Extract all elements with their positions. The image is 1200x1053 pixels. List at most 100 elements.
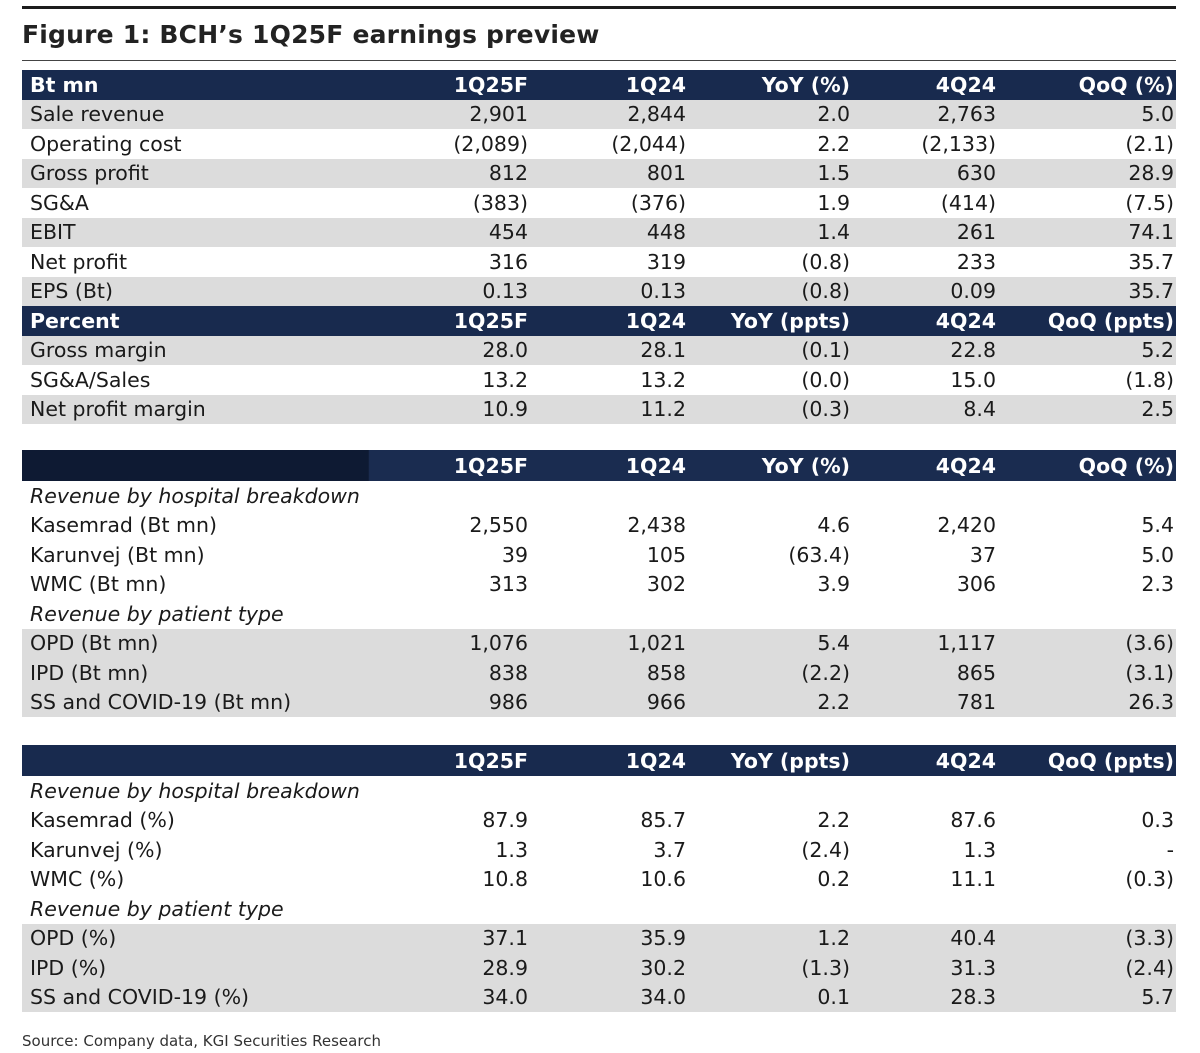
cell: 2,901 (469, 102, 528, 127)
cell: (2.4) (801, 837, 850, 862)
cell: 0.2 (817, 867, 850, 892)
cell: 2,550 (469, 513, 528, 538)
row-label: SS and COVID-19 (Bt mn) (30, 690, 292, 715)
table-row: Net profit margin 10.9 11.2 (0.3) 8.4 2.… (22, 394, 1176, 424)
cell: 15.0 (950, 367, 996, 392)
cell: 0.13 (640, 279, 686, 304)
cell: 1.5 (817, 161, 850, 186)
cell: 2,438 (627, 513, 686, 538)
cell: 812 (488, 161, 528, 186)
cell: 5.7 (1141, 985, 1174, 1010)
cell: 448 (646, 220, 686, 245)
source-note: Source: Company data, KGI Securities Res… (22, 1032, 381, 1050)
cell: 28.9 (482, 955, 528, 980)
cell: 1,117 (937, 631, 996, 656)
title-rule (22, 60, 1176, 61)
cell: 1.2 (817, 926, 850, 951)
cell: 966 (646, 690, 686, 715)
table-row: Gross margin 28.0 28.1 (0.1) 22.8 5.2 (22, 335, 1176, 365)
cell: 5.4 (1141, 513, 1174, 538)
header-cell: 4Q24 (935, 453, 996, 478)
cell: (63.4) (788, 542, 850, 567)
table-row: SS and COVID-19 (Bt mn) 986 966 2.2 781 … (22, 687, 1176, 717)
row-label: Kasemrad (Bt mn) (30, 513, 218, 538)
cell: 801 (646, 161, 686, 186)
row-label: Kasemrad (%) (30, 808, 175, 833)
table-row: IPD (%) 28.9 30.2 (1.3) 31.3 (2.4) (22, 953, 1176, 983)
table-row: OPD (%) 37.1 35.9 1.2 40.4 (3.3) (22, 923, 1176, 953)
table-row: Kasemrad (%) 87.9 85.7 2.2 87.6 0.3 (22, 806, 1176, 836)
cell: (2.1) (1125, 131, 1174, 156)
header-cell: 1Q24 (625, 308, 686, 333)
header-cell: 1Q25F (453, 72, 528, 97)
table-row: Sale revenue 2,901 2,844 2.0 2,763 5.0 (22, 99, 1176, 129)
cell: 11.1 (950, 867, 996, 892)
cell: 3.7 (653, 837, 686, 862)
row-label: SG&A/Sales (30, 367, 151, 392)
cell: (3.3) (1125, 926, 1174, 951)
cell: 5.4 (817, 631, 850, 656)
table-header: Percent 1Q25F 1Q24 YoY (ppts) 4Q24 QoQ (… (22, 306, 1176, 336)
section-subheading: Revenue by hospital breakdown (22, 481, 1176, 511)
cell: 34.0 (482, 985, 528, 1010)
cell: 1,076 (469, 631, 528, 656)
cell: (0.8) (801, 279, 850, 304)
cell: 28.0 (482, 338, 528, 363)
cell: 11.2 (640, 397, 686, 422)
cell: 5.0 (1141, 102, 1174, 127)
cell: 28.1 (640, 338, 686, 363)
cell: 781 (956, 690, 996, 715)
cell: 31.3 (950, 955, 996, 980)
cell: (2,089) (453, 131, 528, 156)
cell: 858 (646, 660, 686, 685)
table-header: 1Q25F 1Q24 YoY (ppts) 4Q24 QoQ (ppts) (22, 745, 1176, 776)
cell: (383) (472, 190, 528, 215)
row-label: Operating cost (30, 131, 182, 156)
cell: 2.5 (1141, 397, 1174, 422)
cell: (0.8) (801, 249, 850, 274)
table-header: 1Q25F 1Q24 YoY (%) 4Q24 QoQ (%) (22, 450, 1176, 481)
cell: 10.6 (640, 867, 686, 892)
cell: 28.9 (1128, 161, 1174, 186)
cell: 306 (956, 572, 996, 597)
row-label: Karunvej (%) (30, 837, 163, 862)
row-label: EPS (Bt) (30, 279, 113, 304)
cell: 2,420 (937, 513, 996, 538)
table-row: SS and COVID-19 (%) 34.0 34.0 0.1 28.3 5… (22, 982, 1176, 1012)
row-label: OPD (Bt mn) (30, 631, 159, 656)
header-cell: YoY (%) (761, 72, 850, 97)
cell: 40.4 (950, 926, 996, 951)
cell: (0.3) (1125, 867, 1174, 892)
top-rule (22, 6, 1176, 9)
cell: 302 (646, 572, 686, 597)
header-cell: 1Q24 (625, 453, 686, 478)
cell: 0.1 (817, 985, 850, 1010)
row-label: Gross margin (30, 338, 167, 363)
table-row: WMC (Bt mn) 313 302 3.9 306 2.3 (22, 570, 1176, 600)
cell: 316 (488, 249, 528, 274)
cell: 87.6 (950, 808, 996, 833)
cell: 865 (956, 660, 996, 685)
cell: 22.8 (950, 338, 996, 363)
cell: (2,044) (611, 131, 686, 156)
revenue-share-table: 1Q25F 1Q24 YoY (ppts) 4Q24 QoQ (ppts) Re… (22, 745, 1176, 1012)
table-row: Kasemrad (Bt mn) 2,550 2,438 4.6 2,420 5… (22, 511, 1176, 541)
table-row: EBIT 454 448 1.4 261 74.1 (22, 217, 1176, 247)
row-label: IPD (Bt mn) (30, 660, 149, 685)
row-label: WMC (Bt mn) (30, 572, 167, 597)
cell: 0.09 (950, 279, 996, 304)
cell: 5.0 (1141, 542, 1174, 567)
header-cell: QoQ (%) (1078, 453, 1174, 478)
header-cell: 1Q25F (453, 308, 528, 333)
cell: 35.7 (1128, 249, 1174, 274)
table-row: Karunvej (%) 1.3 3.7 (2.4) 1.3 - (22, 835, 1176, 865)
cell: 630 (956, 161, 996, 186)
row-label: IPD (%) (30, 955, 107, 980)
table-row: SG&A (383) (376) 1.9 (414) (7.5) (22, 188, 1176, 218)
cell: (2,133) (921, 131, 996, 156)
row-label: Net profit margin (30, 397, 206, 422)
section-subheading: Revenue by hospital breakdown (22, 776, 1176, 806)
cell: 30.2 (640, 955, 686, 980)
cell: 319 (646, 249, 686, 274)
cell: 2.2 (817, 690, 850, 715)
